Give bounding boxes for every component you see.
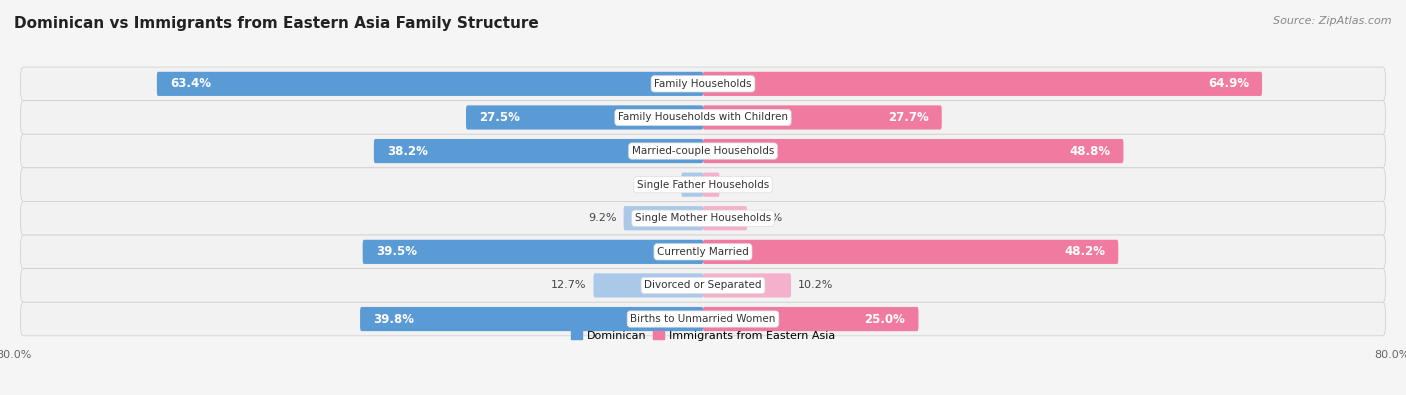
FancyBboxPatch shape [21,269,1385,302]
Text: 2.5%: 2.5% [647,180,675,190]
Text: Single Mother Households: Single Mother Households [636,213,770,223]
Text: Births to Unmarried Women: Births to Unmarried Women [630,314,776,324]
FancyBboxPatch shape [703,273,792,297]
FancyBboxPatch shape [593,273,703,297]
Text: 64.9%: 64.9% [1208,77,1249,90]
Text: 39.8%: 39.8% [373,312,415,325]
FancyBboxPatch shape [157,72,703,96]
Text: Family Households: Family Households [654,79,752,89]
FancyBboxPatch shape [21,134,1385,168]
FancyBboxPatch shape [703,173,720,197]
Text: 5.1%: 5.1% [754,213,782,223]
FancyBboxPatch shape [363,240,703,264]
FancyBboxPatch shape [624,206,703,230]
FancyBboxPatch shape [703,240,1118,264]
Text: 39.5%: 39.5% [375,245,416,258]
Text: Single Father Households: Single Father Households [637,180,769,190]
FancyBboxPatch shape [703,139,1123,163]
FancyBboxPatch shape [703,105,942,130]
Text: 1.9%: 1.9% [727,180,755,190]
Text: 25.0%: 25.0% [865,312,905,325]
Text: Source: ZipAtlas.com: Source: ZipAtlas.com [1274,16,1392,26]
Text: Divorced or Separated: Divorced or Separated [644,280,762,290]
FancyBboxPatch shape [21,235,1385,269]
FancyBboxPatch shape [21,101,1385,134]
Text: 38.2%: 38.2% [387,145,427,158]
Text: Dominican vs Immigrants from Eastern Asia Family Structure: Dominican vs Immigrants from Eastern Asi… [14,16,538,31]
FancyBboxPatch shape [21,67,1385,101]
FancyBboxPatch shape [703,72,1263,96]
Text: 10.2%: 10.2% [797,280,834,290]
Text: 63.4%: 63.4% [170,77,211,90]
FancyBboxPatch shape [703,307,918,331]
FancyBboxPatch shape [21,302,1385,336]
FancyBboxPatch shape [703,206,747,230]
Text: Family Households with Children: Family Households with Children [619,113,787,122]
FancyBboxPatch shape [21,201,1385,235]
Text: 48.8%: 48.8% [1069,145,1111,158]
Text: Married-couple Households: Married-couple Households [631,146,775,156]
FancyBboxPatch shape [21,168,1385,201]
Legend: Dominican, Immigrants from Eastern Asia: Dominican, Immigrants from Eastern Asia [567,326,839,345]
Text: 48.2%: 48.2% [1064,245,1105,258]
FancyBboxPatch shape [465,105,703,130]
Text: 27.5%: 27.5% [479,111,520,124]
Text: 9.2%: 9.2% [588,213,617,223]
Text: 12.7%: 12.7% [551,280,586,290]
FancyBboxPatch shape [360,307,703,331]
FancyBboxPatch shape [374,139,703,163]
Text: 27.7%: 27.7% [887,111,928,124]
FancyBboxPatch shape [682,173,703,197]
Text: Currently Married: Currently Married [657,247,749,257]
